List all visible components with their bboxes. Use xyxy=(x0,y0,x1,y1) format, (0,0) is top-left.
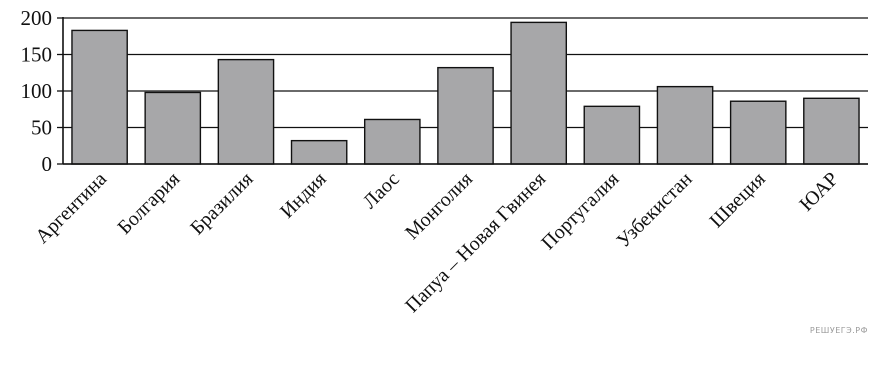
bar xyxy=(656,85,714,165)
y-tick-label: 200 xyxy=(21,6,53,30)
bar xyxy=(71,29,128,165)
x-axis-labels: Аргентина Болгария Бразилия Индия ЛаосМонгол… xyxy=(31,168,843,317)
bar xyxy=(437,66,494,165)
bar xyxy=(290,139,348,165)
x-tick-label: Индия xyxy=(276,168,331,223)
bar xyxy=(583,105,641,165)
x-tick-label: Монголия xyxy=(401,168,477,244)
axes xyxy=(62,17,868,165)
bars xyxy=(71,21,860,165)
y-tick-label: 100 xyxy=(21,79,53,103)
bar xyxy=(217,58,275,165)
x-tick-label: Узбекистан xyxy=(612,168,696,252)
x-tick-label: Папуа – Новая Гвинея xyxy=(401,168,550,317)
y-axis-ticks: 0 50 100 150 200 xyxy=(21,6,63,176)
y-tick-label: 50 xyxy=(31,116,52,140)
bar xyxy=(363,118,421,165)
x-tick-label: Лаос xyxy=(359,168,404,213)
y-tick-label: 0 xyxy=(42,152,53,176)
x-tick-label: Аргентина xyxy=(31,168,111,248)
x-tick-label: ЮАР xyxy=(795,168,843,216)
bar xyxy=(729,100,787,165)
x-tick-label: Бразилия xyxy=(186,168,257,239)
bar xyxy=(144,91,202,165)
x-tick-label: Швеция xyxy=(705,168,769,232)
bar xyxy=(510,21,568,165)
bar xyxy=(803,97,860,165)
watermark: РЕШУЕГЭ.РФ xyxy=(810,326,868,335)
x-tick-label: Болгария xyxy=(113,168,184,239)
y-tick-label: 150 xyxy=(21,43,53,67)
x-tick-label: Португалия xyxy=(537,168,623,254)
